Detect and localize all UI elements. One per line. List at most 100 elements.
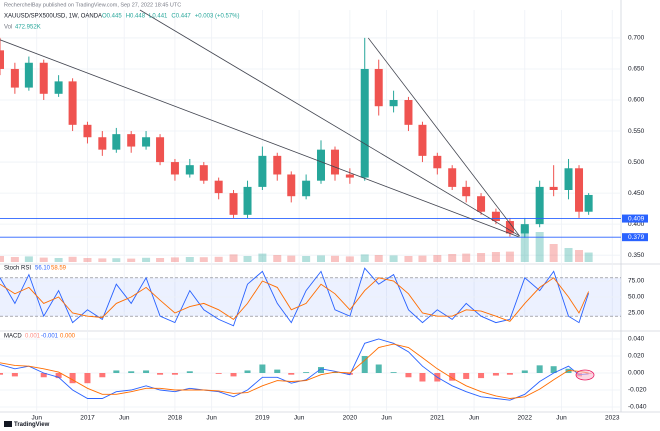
histogram-bar [550,366,557,373]
indicator-line [0,277,590,322]
volume-bar [273,255,282,262]
candle-body [243,186,252,215]
volume-bar [142,257,151,262]
y-tick-label: -0.040 [628,404,647,411]
volume-bar [462,253,471,262]
histogram-bar [375,364,382,373]
candle-body [214,180,223,194]
histogram-bar [84,373,91,384]
y-tick-label: 0.650 [628,66,645,73]
candle-body [448,168,457,187]
histogram-bar [259,364,266,373]
volume-bar [54,258,63,262]
histogram-bar [128,371,135,373]
candle-body [330,149,339,175]
level-label: 0.409 [628,215,645,222]
histogram-bar [390,372,397,373]
volume-bar [229,254,238,262]
level-label: 0.379 [628,234,645,241]
candle-body [584,194,593,212]
x-tick-label: 2017 [80,415,95,422]
volume-bar [418,255,427,262]
level-label-box [622,233,648,242]
volume-bar [549,244,558,262]
y-tick-label: 75.00 [628,278,645,285]
stoch-title: Stoch RSI [4,266,31,272]
histogram-bar [419,373,426,382]
candle-body [10,68,19,88]
y-tick-label: 0.020 [628,353,645,360]
candle-body [24,62,33,88]
annotation-circle [575,369,595,381]
volume-bar [68,256,77,262]
histogram-bar [0,373,3,375]
macd-hist-value: 0.001 [25,334,41,340]
publisher: RecherchelBay published on TradingView.c… [4,2,181,8]
stoch-k-value: 56.10 [35,266,51,272]
candle-body [39,62,48,94]
volume-bar [564,248,573,262]
candle-body [404,100,413,125]
symbol-title: XAUUSD/SPX500USD, 1W, OANDA [4,14,102,20]
indicator-line [0,343,589,399]
x-tick-label: Jun [381,415,392,422]
volume-bar [156,258,165,262]
histogram-bar [405,373,412,378]
x-tick-label: 2018 [168,415,183,422]
histogram-bar [463,373,470,379]
histogram-bar [215,373,222,374]
histogram-bar [361,356,368,373]
trend-line [367,37,520,237]
candle-body [170,162,179,175]
histogram-bar [303,372,310,373]
candle-body [505,221,514,234]
histogram-bar [274,369,281,373]
ohlc-value: C0.447 [171,14,191,20]
ohlc-value: +0.003 (+0.57%) [195,14,240,20]
histogram-bar [331,372,338,373]
x-tick-label: 2023 [605,415,620,422]
y-tick-label: 25.00 [628,310,645,317]
volume-bar [258,253,267,262]
y-tick-label: 0.500 [628,159,645,166]
volume-bar [199,257,208,262]
volume-bar [448,254,457,262]
histogram-bar [506,373,513,375]
volume-bar [83,258,92,262]
candle-body [433,155,442,169]
level-label-box [622,214,648,223]
candle-body [520,224,529,234]
volume-bar [345,256,354,262]
histogram-bar [536,365,543,373]
candle-body [360,68,369,178]
histogram-bar [449,373,456,381]
y-tick-label: 0.400 [628,221,645,228]
volume-bar [24,256,33,262]
volume-bar [374,255,383,262]
histogram-bar [230,373,237,377]
histogram-bar [55,373,62,379]
volume-bar [505,251,514,262]
volume-bar [127,258,136,262]
volume-bar [98,258,107,262]
volume-bar [575,250,584,262]
ohlc-value: O0.445 [102,14,122,20]
histogram-bar [186,371,193,373]
candle-body [142,137,151,147]
volume-value: 472.952K [15,25,41,31]
candle-body [564,168,573,190]
y-tick-label: -0.020 [628,387,647,394]
labels: O0.445 H0.448 L0.441 C0.447 +0.003 (+0.57%) J… [31,14,648,422]
candle-body [54,81,63,94]
candle-body [535,186,544,225]
candle-body [491,211,500,222]
candle-body [345,174,354,178]
volume-bar [491,252,500,262]
candle-body [287,174,296,197]
volume-bar [520,226,529,262]
y-tick-label: 0.600 [628,97,645,104]
x-tick-label: 2022 [518,415,533,422]
volume-bar [214,256,223,262]
y-tick-label: 0.450 [628,190,645,197]
histogram-bar [157,373,164,375]
